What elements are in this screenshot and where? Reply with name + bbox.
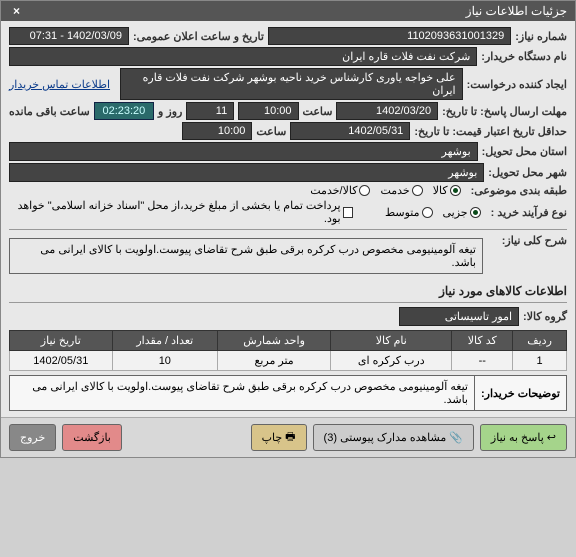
buyer-org-field: شرکت نفت فلات قاره ایران (9, 47, 477, 66)
attachments-button-label: مشاهده مدارک پیوستی (3) (324, 431, 447, 444)
radio-icon (422, 207, 433, 218)
print-button-label: چاپ (262, 431, 283, 444)
saat-label-2: ساعت (256, 125, 286, 138)
desc-label: شرح کلی نیاز: (487, 234, 567, 247)
buyer-note-box: توضیحات خریدار: تیغه آلومینیومی مخصوص در… (9, 375, 567, 411)
td-qty: 10 (112, 351, 217, 371)
titlebar: جزئیات اطلاعات نیاز × (1, 1, 575, 21)
cat-goods-text: کالا (433, 184, 448, 197)
buyer-org-label: نام دستگاه خریدار: (481, 50, 567, 63)
arrow-icon: ↩ (547, 431, 556, 444)
th-qty: تعداد / مقدار (112, 331, 217, 351)
requester-field: علی خواجه یاوری کارشناس خرید ناحیه بوشهر… (120, 68, 463, 100)
items-table: ردیف کد کالا نام کالا واحد شمارش تعداد /… (9, 330, 567, 371)
deadline-label: مهلت ارسال پاسخ: تا تاریخ: (442, 105, 567, 118)
th-code: کد کالا (452, 331, 513, 351)
requester-label: ایجاد کننده درخواست: (467, 78, 567, 91)
exit-button-label: خروج (20, 431, 45, 444)
dialog-window: جزئیات اطلاعات نیاز × شماره نیاز: 110209… (0, 0, 576, 458)
print-button[interactable]: 🖶 چاپ (251, 424, 307, 451)
cat-goods-radio[interactable]: کالا (433, 184, 461, 197)
price-valid-label: حداقل تاریخ اعتبار قیمت: تا تاریخ: (414, 125, 567, 138)
attachments-button[interactable]: 📎 مشاهده مدارک پیوستی (3) (313, 424, 474, 451)
proc-small-text: جزیی (443, 206, 468, 219)
td-row: 1 (513, 351, 567, 371)
address-label: استان محل تحویل: (482, 145, 567, 158)
remain-label: ساعت باقی مانده (9, 105, 90, 118)
th-date: تاریخ نیاز (10, 331, 113, 351)
proc-med-text: متوسط (385, 206, 420, 219)
countdown-timer: 02:23:20 (94, 102, 154, 120)
cat-both-text: کالا/خدمت (310, 184, 357, 197)
need-no-label: شماره نیاز: (515, 30, 567, 43)
radio-icon (359, 185, 370, 196)
items-section-title: اطلاعات کالاهای مورد نیاز (9, 284, 567, 298)
address-field: بوشهر (9, 142, 478, 161)
cat-label: طبقه بندی موضوعی: (471, 184, 567, 197)
proc-label: نوع فرآیند خرید : (491, 206, 567, 219)
radio-icon (412, 185, 423, 196)
proc-med-radio[interactable]: متوسط (385, 206, 433, 219)
price-valid-date-field: 1402/05/31 (290, 122, 410, 140)
city-field: بوشهر (9, 163, 484, 182)
announce-label: تاریخ و ساعت اعلان عمومی: (133, 30, 264, 43)
buyer-note-text: تیغه آلومینیومی مخصوص درب کرکره برقی طبق… (10, 376, 474, 410)
pay-note-checkbox[interactable]: پرداخت تمام یا بخشی از مبلغ خرید،از محل … (9, 199, 353, 225)
checkbox-icon (343, 207, 354, 218)
button-bar: ↩ پاسخ به نیاز 📎 مشاهده مدارک پیوستی (3)… (1, 417, 575, 457)
th-unit: واحد شمارش (218, 331, 331, 351)
back-button[interactable]: بازگشت (62, 424, 122, 451)
group-label: گروه کالا: (523, 310, 567, 323)
table-row[interactable]: 1 -- درب کرکره ای متر مربع 10 1402/05/31 (10, 351, 567, 371)
table-header-row: ردیف کد کالا نام کالا واحد شمارش تعداد /… (10, 331, 567, 351)
th-name: نام کالا (331, 331, 452, 351)
divider (9, 229, 567, 230)
deadline-days-field: 11 (186, 102, 234, 120)
radio-icon (470, 207, 481, 218)
group-field: امور تاسیساتی (399, 307, 519, 326)
reply-button[interactable]: ↩ پاسخ به نیاز (480, 424, 567, 451)
td-unit: متر مربع (218, 351, 331, 371)
city-label: شهر محل تحویل: (488, 166, 567, 179)
back-button-label: بازگشت (73, 431, 111, 444)
deadline-time-field: 10:00 (238, 102, 298, 120)
cat-both-radio[interactable]: کالا/خدمت (310, 184, 370, 197)
pay-note-text: پرداخت تمام یا بخشی از مبلغ خرید،از محل … (9, 199, 341, 225)
desc-box: تیغه آلومینیومی مخصوص درب کرکره برقی طبق… (9, 238, 483, 274)
td-name: درب کرکره ای (331, 351, 452, 371)
deadline-date-field: 1402/03/20 (336, 102, 438, 120)
buyer-note-label: توضیحات خریدار: (474, 376, 566, 410)
announce-field: 1402/03/09 - 07:31 (9, 27, 129, 45)
close-icon[interactable]: × (9, 4, 24, 18)
proc-small-radio[interactable]: جزیی (443, 206, 481, 219)
td-code: -- (452, 351, 513, 371)
exit-button[interactable]: خروج (9, 424, 56, 451)
paperclip-icon: 📎 (449, 431, 463, 444)
contact-link[interactable]: اطلاعات تماس خریدار (9, 78, 110, 91)
form-area: شماره نیاز: 1102093631001329 تاریخ و ساع… (1, 21, 575, 417)
print-icon: 🖶 (285, 428, 295, 447)
reply-button-label: پاسخ به نیاز (491, 431, 544, 444)
cat-service-radio[interactable]: خدمت (380, 184, 422, 197)
cat-service-text: خدمت (380, 184, 409, 197)
th-row: ردیف (513, 331, 567, 351)
price-valid-time-field: 10:00 (182, 122, 252, 140)
dialog-title: جزئیات اطلاعات نیاز (466, 4, 567, 18)
rooz-label: روز و (158, 105, 182, 118)
saat-label-1: ساعت (303, 105, 333, 118)
td-date: 1402/05/31 (10, 351, 113, 371)
need-no-field: 1102093631001329 (268, 27, 511, 45)
divider (9, 302, 567, 303)
radio-icon (450, 185, 461, 196)
